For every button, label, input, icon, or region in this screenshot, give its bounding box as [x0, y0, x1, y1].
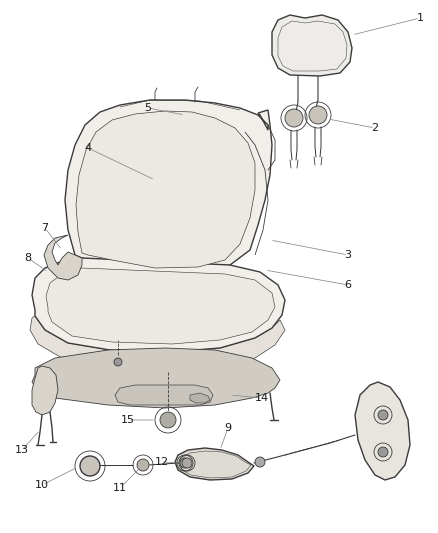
Text: 3: 3: [345, 250, 352, 260]
PathPatch shape: [32, 348, 280, 408]
Text: 11: 11: [113, 483, 127, 493]
Text: 10: 10: [35, 480, 49, 490]
Circle shape: [378, 447, 388, 457]
Circle shape: [80, 456, 100, 476]
PathPatch shape: [65, 100, 272, 272]
Circle shape: [182, 458, 192, 468]
PathPatch shape: [32, 366, 58, 415]
PathPatch shape: [44, 235, 82, 280]
PathPatch shape: [30, 316, 285, 372]
Text: 8: 8: [25, 253, 32, 263]
Circle shape: [309, 106, 327, 124]
PathPatch shape: [355, 382, 410, 480]
Circle shape: [137, 459, 149, 471]
Circle shape: [378, 410, 388, 420]
Text: 2: 2: [371, 123, 378, 133]
PathPatch shape: [190, 393, 210, 403]
PathPatch shape: [175, 448, 254, 480]
PathPatch shape: [76, 111, 255, 268]
Text: 6: 6: [345, 280, 352, 290]
PathPatch shape: [115, 385, 213, 405]
PathPatch shape: [32, 258, 285, 352]
PathPatch shape: [46, 268, 275, 344]
Text: 12: 12: [155, 457, 169, 467]
Text: 4: 4: [85, 143, 92, 153]
Circle shape: [160, 412, 176, 428]
Text: 9: 9: [224, 423, 232, 433]
Text: 14: 14: [255, 393, 269, 403]
Circle shape: [255, 457, 265, 467]
Circle shape: [285, 109, 303, 127]
Text: 15: 15: [121, 415, 135, 425]
Text: 7: 7: [42, 223, 49, 233]
Text: 1: 1: [417, 13, 424, 23]
Text: 5: 5: [145, 103, 152, 113]
PathPatch shape: [272, 15, 352, 76]
Circle shape: [180, 458, 190, 468]
Text: 13: 13: [15, 445, 29, 455]
Circle shape: [114, 358, 122, 366]
